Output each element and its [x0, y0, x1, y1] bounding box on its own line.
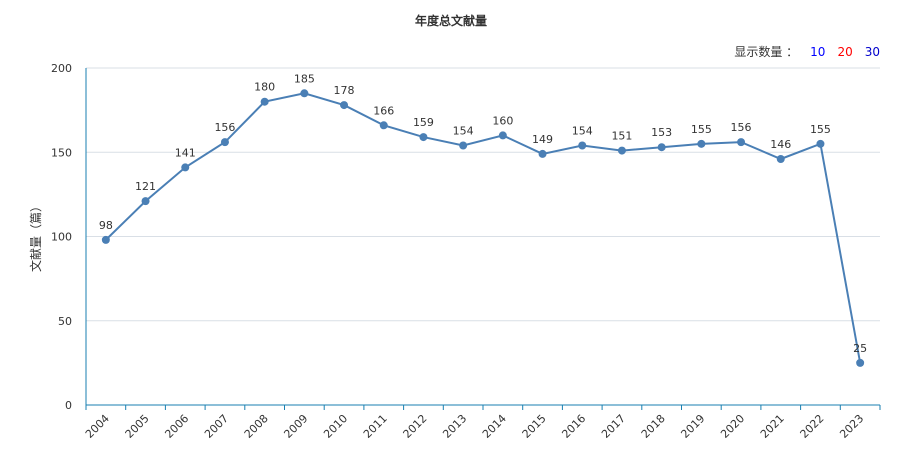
data-label: 156 — [731, 121, 752, 134]
data-label: 153 — [651, 126, 672, 139]
x-tick-label: 2017 — [599, 412, 628, 441]
x-tick-label: 2016 — [559, 412, 588, 441]
data-point — [300, 89, 309, 98]
data-label: 155 — [691, 123, 712, 136]
display-count-label: 显示数量 ： — [734, 45, 799, 59]
data-label: 159 — [413, 116, 434, 129]
data-point — [181, 163, 190, 172]
x-tick-label: 2010 — [321, 412, 350, 441]
data-point — [101, 235, 110, 244]
data-point — [816, 139, 825, 148]
data-label: 166 — [373, 104, 394, 117]
data-point — [657, 143, 666, 152]
x-tick-label: 2014 — [480, 412, 509, 441]
x-tick-label: 2004 — [83, 412, 112, 441]
x-tick-label: 2005 — [123, 412, 152, 441]
data-point — [220, 138, 229, 147]
data-label: 155 — [810, 123, 831, 136]
data-point — [141, 197, 150, 206]
data-label: 98 — [99, 219, 113, 232]
data-point — [737, 138, 746, 147]
display-count-10-link[interactable]: 10 — [810, 44, 826, 59]
data-point — [459, 141, 468, 150]
x-tick-label: 2012 — [401, 412, 430, 441]
data-label: 180 — [254, 81, 275, 94]
data-label: 25 — [853, 342, 867, 355]
data-label: 149 — [532, 133, 553, 146]
data-label: 121 — [135, 180, 156, 193]
y-tick-label: 50 — [58, 315, 72, 328]
series-line — [105, 92, 862, 364]
data-label: 185 — [294, 72, 315, 85]
data-point — [776, 154, 785, 163]
x-tick-label: 2011 — [361, 412, 390, 441]
x-tick-label: 2022 — [798, 412, 827, 441]
data-point — [419, 133, 428, 142]
data-label: 154 — [453, 125, 474, 138]
y-tick-label: 100 — [51, 231, 72, 244]
data-label: 160 — [492, 114, 513, 127]
data-label: 154 — [572, 125, 593, 138]
data-point — [260, 97, 269, 106]
data-label: 141 — [175, 146, 196, 159]
data-point — [697, 139, 706, 148]
y-tick-label: 150 — [51, 146, 72, 159]
x-tick-label: 2008 — [242, 412, 271, 441]
x-tick-label: 2020 — [718, 412, 747, 441]
data-label: 146 — [770, 138, 791, 151]
x-tick-label: 2013 — [440, 412, 469, 441]
y-tick-label: 0 — [65, 399, 72, 412]
x-tick-label: 2021 — [758, 412, 787, 441]
display-count-20-link[interactable]: 20 — [837, 44, 853, 59]
grid-lines — [86, 67, 880, 322]
x-tick-label: 2007 — [202, 412, 231, 441]
x-tick-label: 2006 — [162, 412, 191, 441]
data-point — [498, 131, 507, 140]
display-count-controls: 显示数量 ： 10 20 30 — [734, 43, 880, 60]
x-tick-label: 2009 — [281, 412, 310, 441]
x-tick-label: 2015 — [520, 412, 549, 441]
data-label: 151 — [611, 130, 632, 143]
series — [101, 89, 865, 367]
data-point — [856, 358, 865, 367]
x-tick-label: 2023 — [837, 412, 866, 441]
data-point — [578, 141, 587, 150]
display-count-30-link[interactable]: 30 — [864, 44, 880, 59]
data-point — [379, 121, 388, 130]
data-point — [340, 101, 349, 110]
x-tick-label: 2019 — [678, 412, 707, 441]
data-point — [538, 149, 547, 158]
axes — [85, 68, 881, 410]
y-axis-label: 文献量（篇） — [28, 200, 43, 272]
y-tick-label: 200 — [51, 62, 72, 75]
labels: 0 50 100 150 200 2004 2005 2006 2007 2008 2009 2010… — [51, 62, 867, 441]
data-label: 156 — [214, 121, 235, 134]
x-tick-label: 2018 — [639, 412, 668, 441]
data-point — [617, 146, 626, 155]
data-label: 178 — [334, 84, 355, 97]
chart-title: 年度总文献量 — [414, 14, 487, 28]
